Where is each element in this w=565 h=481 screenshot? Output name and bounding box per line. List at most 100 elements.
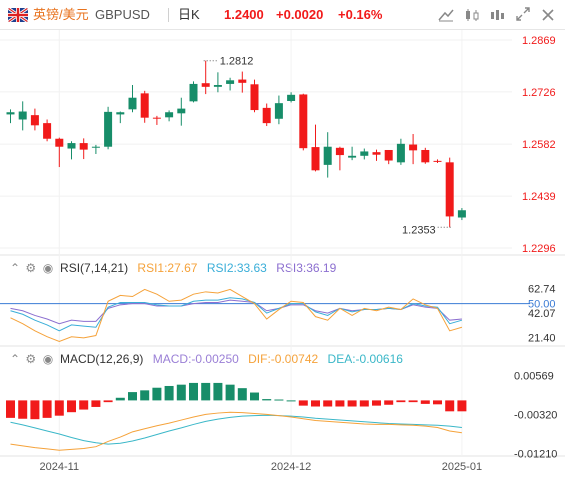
candle-body (91, 146, 100, 148)
rsi-name: RSI(7,14,21) (60, 261, 129, 275)
macd-histogram-bar (30, 400, 40, 420)
candle-body (445, 162, 454, 217)
macd-plot: 0.00569 -0.00320 -0.01210 (6, 371, 557, 460)
dif-value: DIF:-0.00742 (248, 352, 319, 366)
candle-body (104, 111, 113, 147)
eye-icon[interactable]: ◉ (42, 261, 54, 275)
macd-histogram-bar (408, 400, 418, 403)
macd-histogram-bar (225, 384, 235, 401)
rsi3-series-line (10, 299, 462, 325)
price-tick-label: 1.2582 (522, 139, 556, 151)
candle-body (384, 149, 393, 161)
macd-histogram-bar (213, 382, 223, 401)
candle-body (238, 79, 247, 83)
macd-histogram-bar (67, 400, 76, 413)
low-price-label: 1.2353 (402, 224, 436, 236)
last-price: 1.2400 (224, 7, 264, 22)
symbol-code: GBPUSD (95, 7, 150, 22)
header-divider (168, 8, 169, 22)
rsi2-value: RSI2:33.63 (206, 261, 267, 275)
macd-histogram-bar (335, 400, 345, 407)
candle-body (30, 115, 39, 126)
macd-name: MACD(12,26,9) (60, 352, 144, 366)
settings-icon[interactable]: ⚙ (25, 261, 37, 275)
macd-histogram-bar (176, 384, 186, 401)
macd-histogram-bar (128, 392, 137, 401)
candle-body (348, 155, 357, 158)
candle-body (360, 151, 369, 156)
line-draw-icon[interactable] (437, 7, 455, 23)
candle-body (421, 149, 430, 163)
macd-histogram-bar (396, 400, 406, 403)
macd-histogram-bar (140, 390, 150, 401)
candle-body (213, 85, 222, 87)
candle-body (79, 143, 88, 150)
candle-body (323, 146, 332, 165)
macd-histogram-bar (457, 400, 467, 412)
candle-body (311, 147, 320, 171)
macd-histogram-bar (445, 400, 455, 412)
candle-body (116, 112, 125, 115)
macd-legend: ⌃ ⚙ ◉ MACD(12,26,9) MACD:-0.00250 DIF:-0… (10, 353, 403, 366)
period-selector[interactable]: 日K (178, 7, 200, 22)
macd-histogram-bar (18, 400, 28, 419)
pair-name[interactable]: 英镑/美元 (33, 7, 89, 22)
expand-icon[interactable] (514, 7, 532, 23)
macd-histogram-bar (274, 399, 284, 401)
candle-body (433, 160, 442, 162)
rsi-tick-label: 62.74 (528, 284, 556, 296)
macd-histogram-bar (42, 400, 52, 418)
macd-histogram-bar (262, 399, 272, 401)
macd-tick-label: 0.00569 (514, 371, 554, 383)
macd-histogram-bar (298, 400, 308, 406)
candle-body (189, 83, 198, 102)
macd-histogram-bar (372, 400, 381, 406)
macd-histogram-bar (164, 385, 174, 401)
macd-histogram-bar (115, 397, 125, 401)
price-axis: 1.2869 1.2726 1.2582 1.2439 1.2296 (522, 35, 556, 255)
collapse-icon[interactable]: ⌃ (10, 261, 21, 275)
candle-body (226, 80, 235, 84)
macd-value: MACD:-0.00250 (152, 352, 239, 366)
indicator-icon[interactable] (489, 7, 507, 23)
rsi1-value: RSI1:27.67 (137, 261, 198, 275)
candle-body (43, 123, 52, 139)
high-price-label: 1.2812 (220, 56, 254, 68)
settings-icon[interactable]: ⚙ (25, 352, 37, 366)
candle-type-icon[interactable] (463, 7, 481, 23)
uk-flag-icon (8, 8, 28, 22)
rsi1-series-line (10, 288, 463, 342)
rsi3-value: RSI3:36.19 (276, 261, 337, 275)
candle-body (6, 112, 15, 115)
collapse-icon[interactable]: ⌃ (10, 352, 21, 366)
candle-body (274, 103, 283, 119)
dea-value: DEA:-0.00616 (327, 352, 403, 366)
macd-histogram-bar (384, 400, 394, 405)
macd-histogram-bar (79, 400, 89, 410)
dif-series-line (10, 411, 462, 451)
eye-icon[interactable]: ◉ (42, 352, 54, 366)
macd-histogram-bar (286, 400, 296, 402)
price-change: +0.0020 (276, 7, 324, 22)
macd-tick-label: -0.00320 (514, 409, 557, 421)
candle-body (201, 83, 210, 87)
price-tick-label: 1.2726 (522, 87, 556, 99)
candle-body (128, 97, 137, 110)
time-tick-label: 2025-01 (442, 461, 482, 473)
macd-histogram-bar (103, 400, 113, 403)
macd-histogram-bar (91, 400, 101, 407)
candle-body (18, 111, 27, 120)
time-tick-label: 2024-12 (271, 461, 311, 473)
close-icon[interactable] (539, 7, 557, 23)
candle-body (335, 147, 344, 156)
price-tick-label: 1.2869 (522, 35, 556, 47)
candle-body (177, 108, 186, 114)
price-annotations: 1.2812 1.2353 (203, 56, 452, 236)
candle-body (409, 144, 418, 151)
candle-body (457, 210, 466, 218)
rsi-tick-label: 21.40 (528, 332, 556, 344)
time-axis: 2024-11 2024-12 2025-01 (40, 461, 483, 473)
macd-histogram-bar (359, 400, 369, 407)
